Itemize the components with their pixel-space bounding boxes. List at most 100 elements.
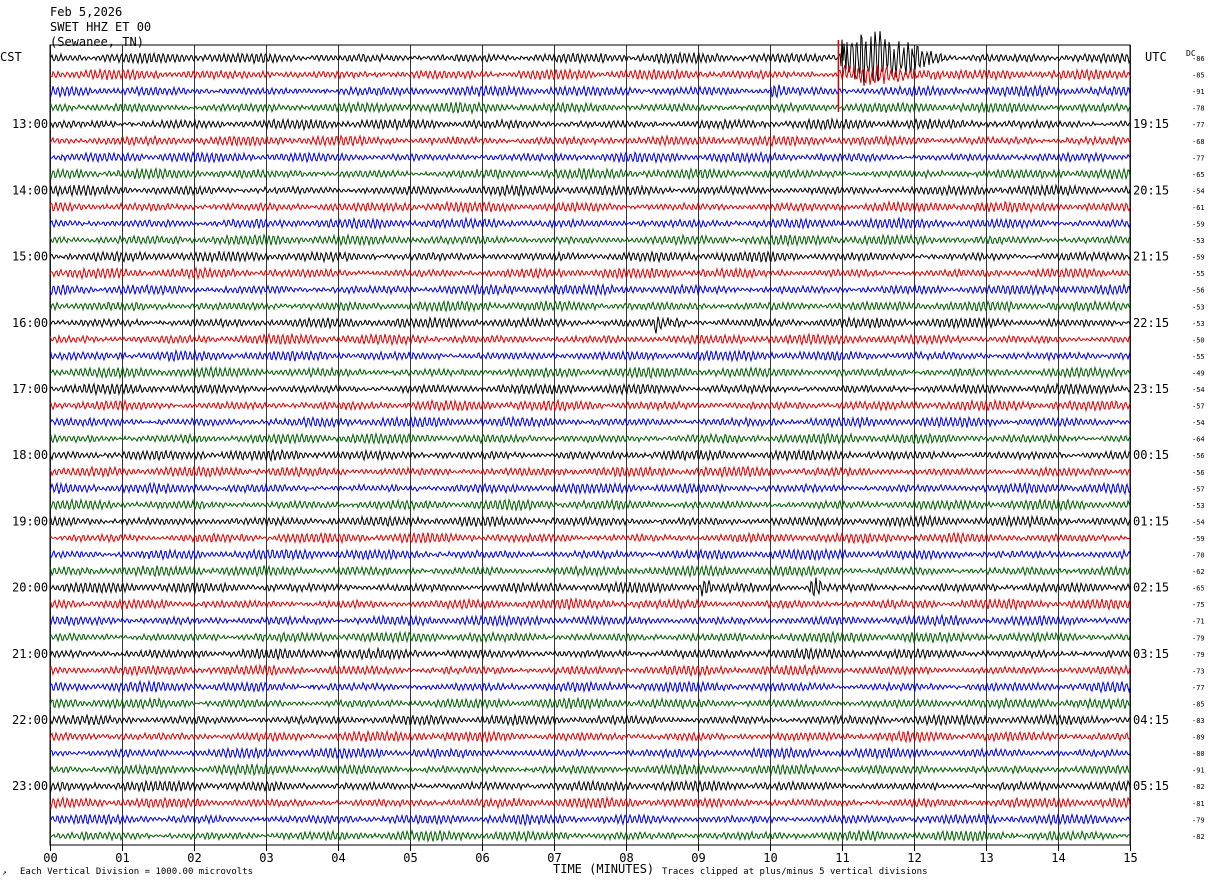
trace-line xyxy=(49,531,1131,545)
left-hour-label: 21:00 xyxy=(12,647,48,661)
dc-offset-label: -55 xyxy=(1192,353,1205,361)
dc-offset-label: -55 xyxy=(1192,270,1205,278)
scale-icon: ↗ xyxy=(2,868,7,877)
x-tick-label: 11 xyxy=(835,851,849,865)
dc-offset-label: -53 xyxy=(1192,320,1205,328)
trace-line xyxy=(49,250,1131,264)
right-hour-label: 04:15 xyxy=(1133,713,1169,727)
dc-offset-label: -85 xyxy=(1192,72,1205,80)
dc-offset-label: -54 xyxy=(1192,419,1205,427)
trace-line xyxy=(49,795,1131,810)
right-hour-label: 05:15 xyxy=(1133,779,1169,793)
dc-offset-label: -57 xyxy=(1192,403,1205,411)
dc-offset-label: -50 xyxy=(1192,336,1205,344)
x-tick-label: 14 xyxy=(1051,851,1065,865)
trace-line xyxy=(49,679,1131,694)
left-hour-label: 22:00 xyxy=(12,713,48,727)
right-hour-label: 03:15 xyxy=(1133,647,1169,661)
dc-offset-label: -77 xyxy=(1192,684,1205,692)
trace-line xyxy=(49,713,1131,727)
left-hour-label: 23:00 xyxy=(12,779,48,793)
trace-line xyxy=(49,514,1131,529)
trace-line xyxy=(49,266,1131,281)
dc-offset-label: -73 xyxy=(1192,667,1205,675)
dc-offset-label: -54 xyxy=(1192,386,1205,394)
x-tick-label: 01 xyxy=(115,851,129,865)
left-hour-label: 18:00 xyxy=(12,448,48,462)
trace-line xyxy=(49,216,1131,231)
dc-offset-label: -85 xyxy=(1192,700,1205,708)
dc-offset-label: -65 xyxy=(1192,171,1205,179)
dc-offset-label: -82 xyxy=(1192,833,1205,841)
dc-offset-label: -59 xyxy=(1192,254,1205,262)
trace-line xyxy=(49,316,1131,334)
x-tick-label: 15 xyxy=(1123,851,1137,865)
right-timezone-label: UTC xyxy=(1145,50,1167,64)
trace-line xyxy=(49,64,1131,85)
x-tick-label: 08 xyxy=(619,851,633,865)
trace-line xyxy=(49,497,1131,512)
trace-line xyxy=(49,166,1131,181)
right-hour-label: 20:15 xyxy=(1133,183,1169,197)
trace-line xyxy=(49,117,1131,132)
dc-offset-label: -53 xyxy=(1192,502,1205,510)
dc-offset-header: DC xyxy=(1186,49,1196,58)
trace-line xyxy=(49,150,1131,164)
trace-line xyxy=(49,547,1131,562)
dc-offset-label: -79 xyxy=(1192,634,1205,642)
dc-offset-label: -80 xyxy=(1192,750,1205,758)
trace-line xyxy=(49,812,1131,827)
x-tick-label: 13 xyxy=(979,851,993,865)
trace-line xyxy=(49,448,1131,463)
trace-line xyxy=(49,199,1131,214)
left-timezone-label: CST xyxy=(0,50,22,64)
dc-offset-label: -54 xyxy=(1192,187,1205,195)
trace-line xyxy=(49,465,1131,479)
x-tick-label: 05 xyxy=(403,851,417,865)
dc-offset-label: -91 xyxy=(1192,88,1205,96)
dc-offset-label: -62 xyxy=(1192,568,1205,576)
x-tick-label: 06 xyxy=(475,851,489,865)
x-tick-label: 10 xyxy=(763,851,777,865)
right-hour-label: 19:15 xyxy=(1133,117,1169,131)
right-hour-label: 22:15 xyxy=(1133,316,1169,330)
right-hour-label: 00:15 xyxy=(1133,448,1169,462)
trace-line xyxy=(49,100,1131,115)
left-hour-label: 13:00 xyxy=(12,117,48,131)
left-hour-label: 14:00 xyxy=(12,183,48,197)
trace-line xyxy=(49,84,1131,99)
right-hour-label: 23:15 xyxy=(1133,382,1169,396)
trace-line xyxy=(49,646,1131,661)
dc-offset-label: -56 xyxy=(1192,452,1205,460)
trace-line xyxy=(49,596,1131,611)
trace-line xyxy=(49,233,1131,248)
trace-line xyxy=(49,134,1131,148)
dc-offset-label: -71 xyxy=(1192,618,1205,626)
dc-offset-label: -79 xyxy=(1192,816,1205,824)
dc-offset-label: -86 xyxy=(1192,55,1205,63)
trace-line xyxy=(49,299,1131,314)
dc-offset-label: -82 xyxy=(1192,783,1205,791)
plot-frame xyxy=(49,44,1131,846)
trace-line xyxy=(49,332,1131,347)
trace-line xyxy=(49,481,1131,496)
left-hour-label: 20:00 xyxy=(12,581,48,595)
dc-offset-label: -59 xyxy=(1192,221,1205,229)
trace-line xyxy=(49,282,1131,297)
dc-offset-label: -77 xyxy=(1192,154,1205,162)
right-hour-label: 02:15 xyxy=(1133,581,1169,595)
dc-offset-label: -64 xyxy=(1192,436,1205,444)
dc-offset-label: -56 xyxy=(1192,287,1205,295)
x-tick-label: 07 xyxy=(547,851,561,865)
x-axis-title: TIME (MINUTES) xyxy=(553,862,655,876)
right-hour-label: 21:15 xyxy=(1133,250,1169,264)
dc-offset-label: -89 xyxy=(1192,734,1205,742)
dc-offset-label: -78 xyxy=(1192,105,1205,113)
x-tick-label: 09 xyxy=(691,851,705,865)
trace-line xyxy=(49,183,1131,198)
x-tick-label: 04 xyxy=(331,851,345,865)
scale-note: Each Vertical Division = 1000.00 microvo… xyxy=(20,867,253,877)
dc-offset-label: -61 xyxy=(1192,204,1205,212)
dc-offset-label: -91 xyxy=(1192,767,1205,775)
